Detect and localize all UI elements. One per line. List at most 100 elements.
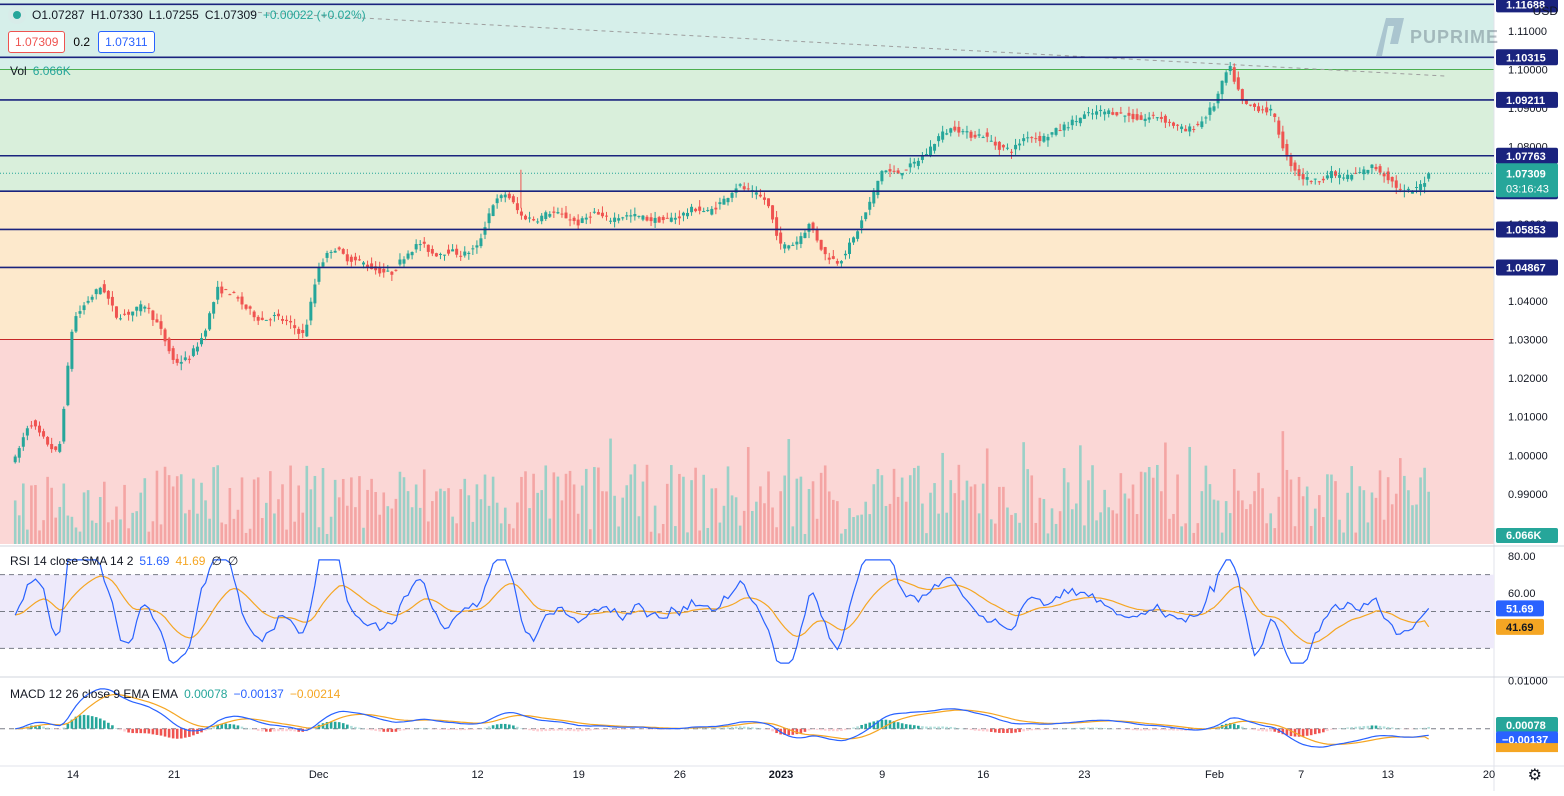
candle-body: [78, 311, 82, 314]
volume-bar: [738, 525, 742, 544]
volume-bar: [54, 517, 58, 544]
macd-histogram-bar: [913, 725, 916, 729]
candle-body: [872, 190, 876, 204]
candle-body: [17, 448, 21, 458]
macd-histogram-bar: [111, 725, 114, 729]
candle-body: [256, 316, 260, 321]
level-label-1.11688: 1.11688: [1506, 0, 1545, 11]
zone-2: [0, 69, 1494, 192]
candle-body: [317, 267, 321, 282]
candle-body: [187, 358, 191, 360]
volume-bar: [70, 516, 74, 544]
volume-bar: [200, 482, 203, 544]
macd-histogram-bar: [597, 728, 600, 730]
volume-bar: [1156, 464, 1159, 544]
macd-histogram-bar: [1095, 727, 1098, 729]
macd-histogram-bar: [479, 728, 483, 730]
macd-histogram-bar: [1374, 725, 1378, 729]
macd-histogram-bar: [119, 728, 122, 731]
candle-body: [609, 220, 613, 222]
volume-bar: [827, 491, 831, 544]
candle-body: [102, 284, 106, 293]
candle-body: [1329, 171, 1333, 179]
volume-bar: [929, 492, 932, 544]
level-label-bg: [1496, 0, 1558, 13]
volume-bar: [1403, 475, 1406, 544]
candle-body: [46, 437, 50, 445]
volume-bar: [1261, 488, 1264, 544]
macd-histogram-bar: [540, 728, 544, 732]
volume-bar: [1192, 532, 1196, 544]
macd-histogram-bar: [564, 728, 568, 731]
macd-histogram-bar: [1127, 728, 1131, 730]
candle-body: [378, 267, 382, 274]
volume-bar: [597, 467, 600, 544]
macd-histogram-bar: [1131, 728, 1135, 731]
candle-body: [1261, 109, 1265, 111]
macd-histogram-bar: [1224, 723, 1228, 729]
candle-body: [787, 245, 791, 249]
sell-button[interactable]: 1.07309: [8, 31, 66, 53]
settings-gear-icon[interactable]: ⚙: [1527, 767, 1542, 784]
volume-bar: [301, 512, 305, 544]
candle-body: [1139, 115, 1143, 120]
macd-histogram-bar: [58, 728, 62, 730]
volume-bar: [439, 488, 442, 544]
volume-bar: [1285, 469, 1289, 544]
volume-bar: [621, 497, 625, 544]
volume-bar: [649, 531, 653, 544]
volume-bar: [746, 447, 750, 544]
candle-body: [110, 296, 114, 306]
level-label-bg: [1496, 49, 1558, 66]
volume-bar: [945, 512, 949, 544]
candle-body: [1212, 106, 1216, 111]
candle-body: [1099, 109, 1103, 112]
macd-histogram-bar: [730, 727, 734, 729]
volume-bar: [179, 474, 183, 544]
candle-body: [200, 338, 204, 345]
visibility-eye-icon[interactable]: [8, 6, 26, 24]
volume-bar: [252, 479, 256, 544]
candle-body: [1366, 169, 1370, 174]
candle-body: [414, 244, 418, 250]
macd-histogram-bar: [584, 728, 588, 731]
candle-body: [629, 215, 633, 217]
currency-label[interactable]: USD: [1532, 4, 1558, 18]
buy-button[interactable]: 1.07311: [98, 31, 155, 53]
price-tick-label: 1.03000: [1508, 335, 1548, 347]
macd-histogram-bar: [815, 728, 819, 730]
volume-bar: [613, 495, 616, 544]
volume-bar: [1135, 514, 1139, 544]
volume-bar: [1103, 489, 1106, 544]
volume-bar: [431, 501, 434, 544]
volume-bar: [1054, 523, 1058, 544]
candle-body: [945, 133, 949, 135]
macd-histogram-bar: [981, 728, 985, 732]
volume-bar: [46, 476, 49, 544]
volume-bar: [564, 473, 568, 544]
macd-histogram-bar: [1249, 728, 1252, 730]
volume-bar: [1358, 486, 1362, 544]
volume-bar: [965, 480, 969, 544]
candle-body: [386, 270, 390, 272]
macd-histogram-bar: [151, 728, 155, 735]
volume-bar: [495, 502, 499, 544]
macd-histogram-bar: [548, 728, 552, 731]
time-tick-label: 19: [573, 769, 585, 781]
macd-histogram-bar: [1168, 728, 1171, 731]
macd-histogram-bar: [702, 728, 706, 729]
macd-histogram-bar: [1415, 728, 1418, 730]
macd-histogram-bar: [925, 726, 928, 729]
candle-body: [434, 253, 438, 257]
candle-body: [848, 242, 852, 254]
volume-bar: [30, 485, 33, 544]
candle-body: [471, 248, 475, 250]
macd-legend: MACD 12 26 close 9 EMA EMA 0.00078 −0.0013…: [10, 687, 340, 701]
volume-bar: [443, 491, 446, 544]
volume-bar: [285, 529, 288, 544]
macd-histogram-bar: [520, 728, 523, 729]
rsi-sma-last-label-bg: [1496, 618, 1544, 635]
close-value: C1.07309: [204, 8, 257, 22]
